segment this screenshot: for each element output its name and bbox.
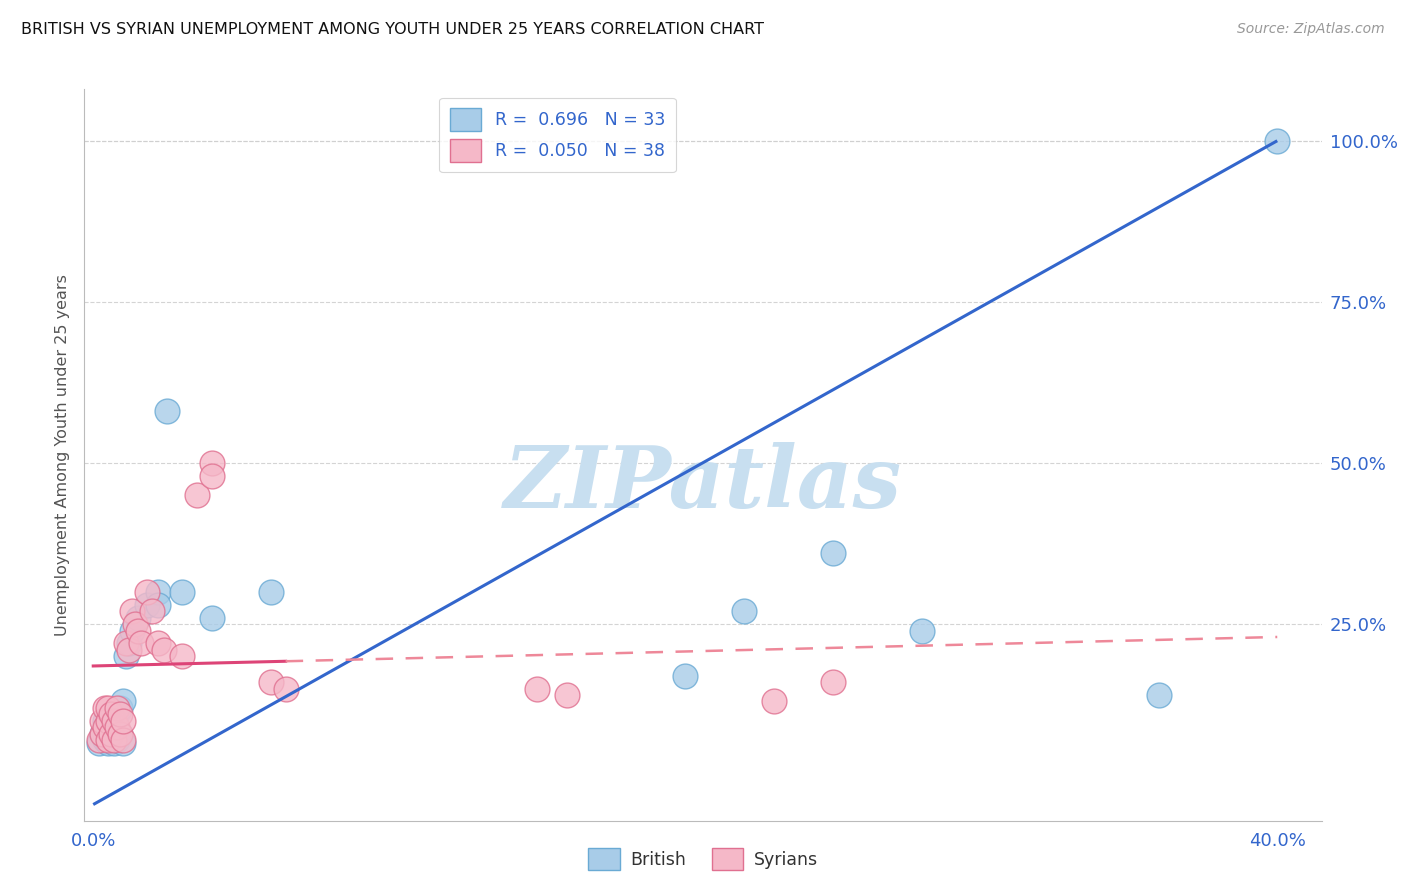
Point <box>105 707 128 722</box>
Text: BRITISH VS SYRIAN UNEMPLOYMENT AMONG YOUTH UNDER 25 YEARS CORRELATION CHART: BRITISH VS SYRIAN UNEMPLOYMENT AMONG YOU… <box>21 22 763 37</box>
Point <box>170 649 193 664</box>
Point <box>127 624 149 638</box>
Point <box>91 726 114 740</box>
Point <box>823 675 845 690</box>
Point <box>97 733 120 747</box>
Point <box>156 404 179 418</box>
Point <box>100 714 122 728</box>
Point <box>201 456 224 470</box>
Point <box>103 733 125 747</box>
Point <box>186 488 208 502</box>
Point <box>97 714 120 728</box>
Point <box>108 726 131 740</box>
Point <box>111 733 134 747</box>
Point <box>763 694 786 708</box>
Point <box>148 598 170 612</box>
Point <box>153 643 176 657</box>
Point <box>97 736 120 750</box>
Point <box>733 604 755 618</box>
Point <box>1265 134 1288 148</box>
Point <box>260 675 283 690</box>
Point <box>201 610 224 624</box>
Point <box>1147 688 1170 702</box>
Point <box>118 643 141 657</box>
Point <box>94 714 117 728</box>
Point <box>114 649 136 664</box>
Point <box>97 701 120 715</box>
Point <box>170 585 193 599</box>
Point <box>108 707 131 722</box>
Point <box>105 733 128 747</box>
Point <box>121 624 143 638</box>
Point <box>135 598 157 612</box>
Point <box>823 546 845 560</box>
Point <box>94 733 117 747</box>
Point <box>91 714 114 728</box>
Point <box>911 624 934 638</box>
Point <box>94 720 117 734</box>
Point <box>94 701 117 715</box>
Point <box>100 726 122 740</box>
Point <box>148 585 170 599</box>
Point <box>97 720 120 734</box>
Text: Source: ZipAtlas.com: Source: ZipAtlas.com <box>1237 22 1385 37</box>
Point <box>91 726 114 740</box>
Point <box>103 714 125 728</box>
Point <box>526 681 548 696</box>
Point <box>89 736 111 750</box>
Point <box>108 726 131 740</box>
Point <box>135 585 157 599</box>
Point <box>111 694 134 708</box>
Point <box>108 701 131 715</box>
Point <box>121 604 143 618</box>
Y-axis label: Unemployment Among Youth under 25 years: Unemployment Among Youth under 25 years <box>55 274 70 636</box>
Point <box>100 726 122 740</box>
Point <box>114 636 136 650</box>
Point <box>260 585 283 599</box>
Legend: British, Syrians: British, Syrians <box>579 839 827 879</box>
Point <box>100 707 122 722</box>
Text: ZIPatlas: ZIPatlas <box>503 442 903 526</box>
Point <box>673 668 696 682</box>
Point <box>124 617 146 632</box>
Point <box>127 610 149 624</box>
Point <box>103 736 125 750</box>
Point <box>105 701 128 715</box>
Point <box>89 733 111 747</box>
Point <box>103 720 125 734</box>
Point <box>148 636 170 650</box>
Point <box>201 468 224 483</box>
Point <box>555 688 578 702</box>
Point <box>141 604 163 618</box>
Point <box>118 636 141 650</box>
Point <box>274 681 297 696</box>
Point <box>111 736 134 750</box>
Point <box>105 720 128 734</box>
Point <box>129 636 152 650</box>
Point <box>111 714 134 728</box>
Legend: R =  0.696   N = 33, R =  0.050   N = 38: R = 0.696 N = 33, R = 0.050 N = 38 <box>440 98 676 172</box>
